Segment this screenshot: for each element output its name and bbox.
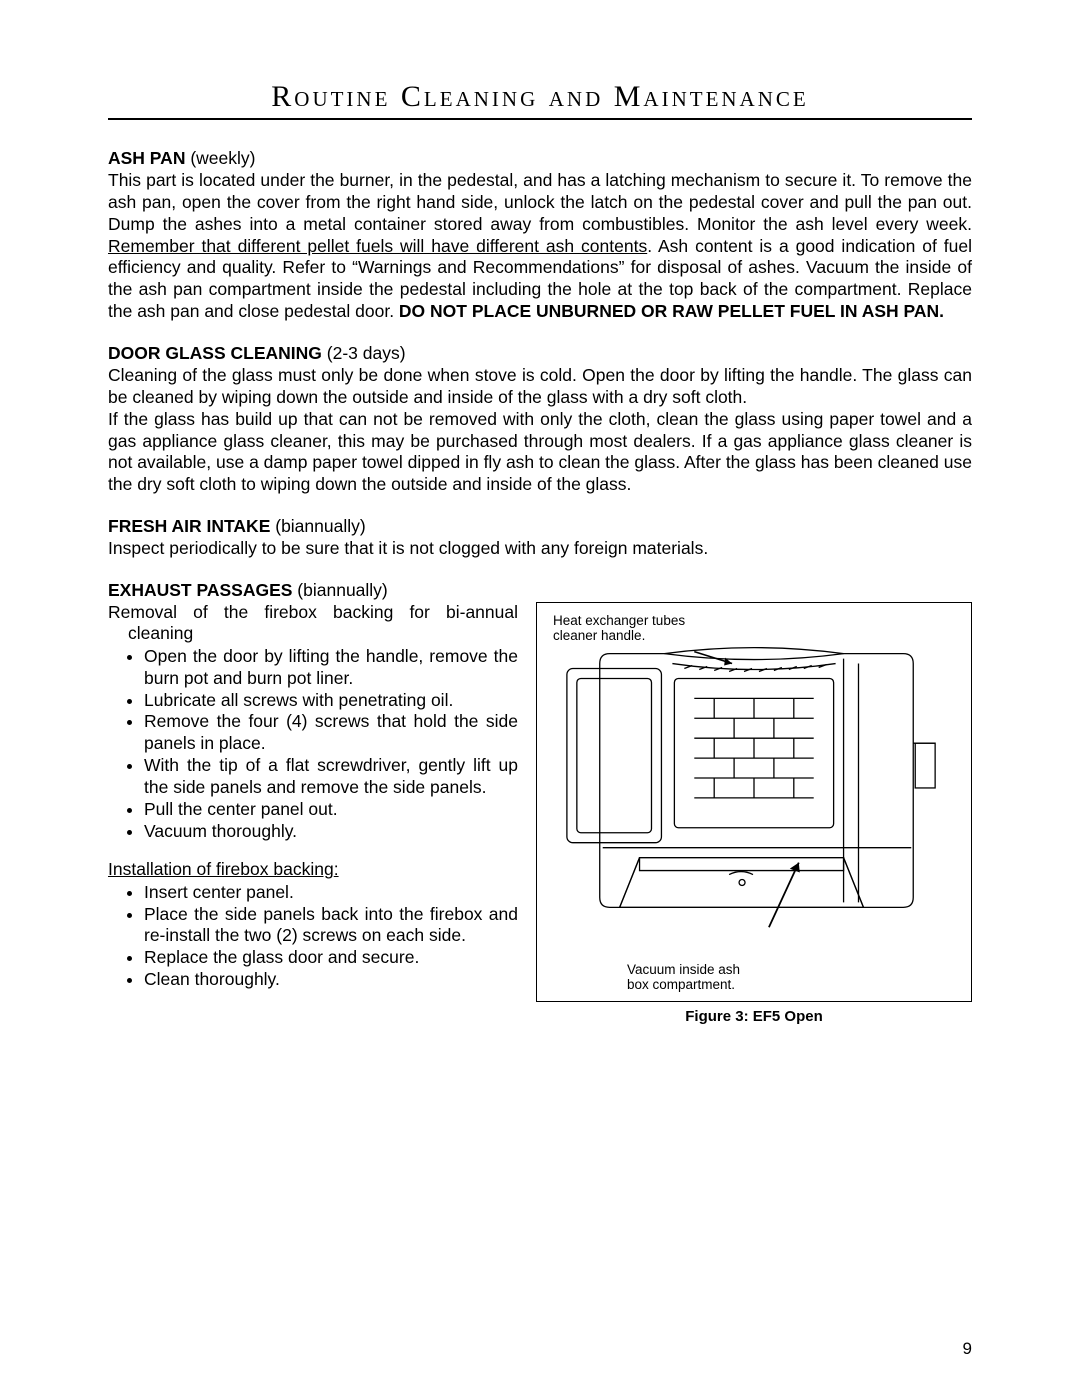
callout-1a: Heat exchanger tubes (553, 613, 685, 628)
exhaust-heading: EXHAUST PASSAGES (biannually) (108, 580, 972, 602)
section-exhaust: EXHAUST PASSAGES (biannually) Removal of… (108, 580, 972, 1025)
section-fresh-air: FRESH AIR INTAKE (biannually) Inspect pe… (108, 516, 972, 560)
list-item: Vacuum thoroughly. (144, 821, 518, 843)
fresh-air-body: Inspect periodically to be sure that it … (108, 538, 972, 560)
section-ash-pan: ASH PAN (weekly) This part is located un… (108, 148, 972, 323)
exhaust-intro-line2: cleaning (108, 623, 518, 644)
ash-pan-body: This part is located under the burner, i… (108, 170, 972, 323)
exhaust-intro-line1: Removal of the firebox backing for bi-an… (108, 602, 518, 623)
list-item: With the tip of a flat screwdriver, gent… (144, 755, 518, 799)
list-item: Place the side panels back into the fire… (144, 904, 518, 948)
list-item: Lubricate all screws with penetrating oi… (144, 690, 518, 712)
list-item: Open the door by lifting the handle, rem… (144, 646, 518, 690)
stove-diagram-icon (545, 613, 963, 943)
list-item: Pull the center panel out. (144, 799, 518, 821)
figure-box: Heat exchanger tubes cleaner handle. (536, 602, 972, 1002)
exhaust-freq: (biannually) (297, 580, 387, 600)
section-door-glass: DOOR GLASS CLEANING (2-3 days) Cleaning … (108, 343, 972, 496)
exhaust-left-column: Removal of the firebox backing for bi-an… (108, 602, 518, 991)
list-item: Clean thoroughly. (144, 969, 518, 991)
ash-pan-underline: Remember that different pellet fuels wil… (108, 236, 647, 256)
ash-pan-freq: (weekly) (185, 148, 255, 168)
door-glass-p1: Cleaning of the glass must only be done … (108, 365, 972, 409)
fresh-air-heading-bold: FRESH AIR INTAKE (108, 516, 270, 536)
list-item: Replace the glass door and secure. (144, 947, 518, 969)
install-list: Insert center panel. Place the side pane… (108, 882, 518, 991)
callout-2b: box compartment. (627, 977, 735, 992)
ash-pan-warning: DO NOT PLACE UNBURNED OR RAW PELLET FUEL… (399, 301, 944, 321)
page-number: 9 (963, 1339, 972, 1359)
exhaust-heading-bold: EXHAUST PASSAGES (108, 580, 297, 600)
install-heading: Installation of firebox backing: (108, 859, 518, 880)
callout-2a: Vacuum inside ash (627, 962, 740, 977)
page-title: Routine Cleaning and Maintenance (108, 80, 972, 120)
figure-caption: Figure 3: EF5 Open (536, 1008, 972, 1025)
door-glass-heading-bold: DOOR GLASS CLEANING (108, 343, 322, 363)
door-glass-p2: If the glass has build up that can not b… (108, 409, 972, 497)
list-item: Insert center panel. (144, 882, 518, 904)
callout-vacuum-ash: Vacuum inside ash box compartment. (627, 962, 740, 993)
callout-1b: cleaner handle. (553, 628, 645, 643)
fresh-air-freq: (biannually) (270, 516, 365, 536)
list-item: Remove the four (4) screws that hold the… (144, 711, 518, 755)
fresh-air-heading: FRESH AIR INTAKE (biannually) (108, 516, 972, 538)
ash-pan-text-a: This part is located under the burner, i… (108, 170, 972, 234)
ash-pan-heading: ASH PAN (weekly) (108, 148, 972, 170)
removal-list: Open the door by lifting the handle, rem… (108, 646, 518, 843)
ash-pan-heading-bold: ASH PAN (108, 148, 185, 168)
door-glass-heading: DOOR GLASS CLEANING (2-3 days) (108, 343, 972, 365)
door-glass-freq: (2-3 days) (322, 343, 406, 363)
callout-heat-exchanger: Heat exchanger tubes cleaner handle. (553, 613, 685, 644)
